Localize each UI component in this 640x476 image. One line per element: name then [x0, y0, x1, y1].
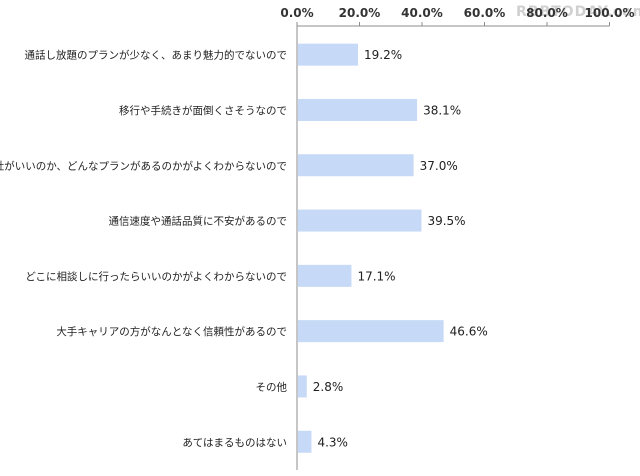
x-tick-label: 40.0%: [401, 6, 443, 20]
x-tick-label: 60.0%: [464, 6, 506, 20]
data-label: 46.6%: [450, 325, 488, 339]
category-label: どこに相談しに行ったらいいのかがよくわからないので: [25, 270, 287, 283]
x-tick-label: 80.0%: [526, 6, 568, 20]
category-label: 通信速度や通話品質に不安があるので: [109, 215, 288, 228]
data-label: 17.1%: [357, 269, 395, 283]
watermark-logo: RBBTODAY.com: [516, 4, 640, 20]
bar: [298, 264, 352, 287]
bar: [298, 430, 312, 453]
bar: [298, 320, 444, 343]
bar: [298, 98, 418, 121]
data-label: 4.3%: [317, 435, 348, 449]
category-label: 移行や手続きが面倒くさそうなので: [119, 104, 287, 117]
data-label: 38.1%: [423, 103, 461, 117]
data-label: 37.0%: [420, 159, 458, 173]
data-label: 39.5%: [427, 214, 465, 228]
category-label: 大手キャリアの方がなんとなく信頼性があるので: [56, 325, 287, 338]
data-label: 19.2%: [364, 48, 402, 62]
x-tick-label: 100.0%: [585, 6, 635, 20]
category-label: あてはまるものはない: [182, 437, 287, 449]
category-label: 通話し放題のプランが少なく、あまり魅力的でないので: [25, 49, 288, 62]
category-label: どの会社がいいのか、どんなプランがあるのかがよくわからないので: [0, 159, 287, 172]
x-tick-label: 0.0%: [280, 6, 313, 20]
data-label: 2.8%: [313, 380, 344, 394]
x-tick-label: 20.0%: [339, 6, 381, 20]
bar: [298, 209, 422, 232]
bar: [298, 154, 414, 177]
category-label: その他: [256, 380, 288, 393]
bar: [298, 375, 307, 398]
bar: [298, 43, 358, 66]
